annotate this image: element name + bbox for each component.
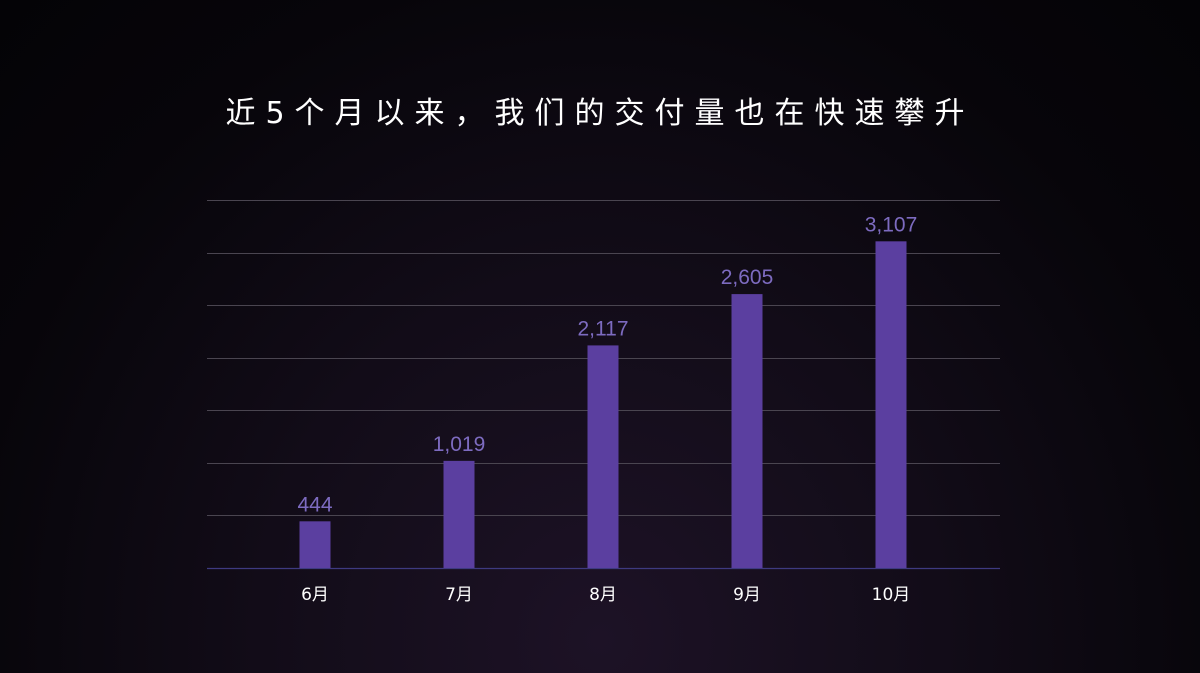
data-label-2: 1,019: [433, 433, 486, 456]
bar-2: [443, 460, 475, 568]
x-tick-label-1: 6月: [301, 585, 329, 605]
slide-title: 近5个月以来，我们的交付量也在快速攀升: [225, 96, 975, 131]
x-tick-label-3: 8月: [589, 585, 617, 605]
data-label-4: 2,605: [721, 266, 774, 289]
bar-4: [731, 294, 763, 568]
x-axis-tick-labels: 6月 7月 8月 9月 10月: [301, 585, 910, 605]
bar-5: [875, 241, 907, 568]
data-labels: 444 1,019 2,117 2,605 3,107: [297, 213, 917, 516]
x-tick-label-4: 9月: [733, 585, 761, 605]
bar-1: [299, 521, 331, 568]
x-tick-label-5: 10月: [872, 585, 911, 605]
x-tick-label-2: 7月: [445, 585, 473, 605]
data-label-1: 444: [297, 493, 332, 516]
bar-3: [587, 345, 619, 568]
data-label-3: 2,117: [578, 317, 629, 340]
data-label-5: 3,107: [865, 213, 918, 236]
bars: [299, 241, 907, 568]
